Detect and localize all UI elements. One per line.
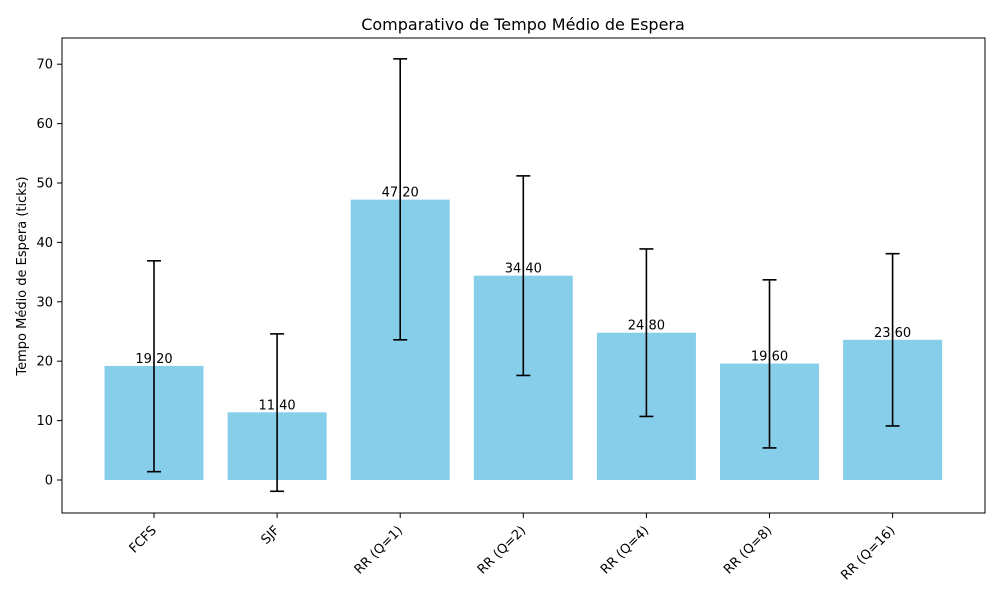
x-tick-label-1: SJF (258, 523, 282, 547)
chart-title: Comparativo de Tempo Médio de Espera (361, 15, 685, 34)
data-label-2: 47.20 (382, 186, 419, 201)
plot-area: 19.20 11.40 47.20 34.40 24.80 19.60 23.60 0 10 20… (36, 37, 986, 583)
data-label-5: 19.60 (751, 350, 788, 365)
x-tick-label-4: RR (Q=4) (598, 523, 652, 577)
data-label-4: 24.80 (628, 319, 665, 334)
x-tick-label-3: RR (Q=2) (475, 523, 529, 577)
y-tick-label-2: 20 (36, 355, 53, 370)
y-tick-label-7: 70 (36, 58, 53, 73)
x-tick-label-0: FCFS (127, 523, 160, 556)
y-tick-label-6: 60 (36, 117, 53, 132)
data-label-3: 34.40 (505, 262, 542, 277)
y-axis-label: Tempo Médio de Espera (ticks) (15, 176, 30, 376)
data-label-6: 23.60 (874, 326, 911, 341)
data-label-0: 19.20 (135, 352, 172, 367)
y-tick-label-3: 30 (36, 295, 53, 310)
x-tick-label-6: RR (Q=16) (838, 523, 898, 583)
y-tick-label-0: 0 (45, 474, 53, 489)
data-label-1: 11.40 (258, 398, 295, 413)
x-tick-label-5: RR (Q=8) (721, 523, 775, 577)
y-tick-label-1: 10 (36, 414, 53, 429)
y-tick-label-4: 40 (36, 236, 53, 251)
x-tick-label-2: RR (Q=1) (352, 523, 406, 577)
y-tick-label-5: 50 (36, 177, 53, 192)
